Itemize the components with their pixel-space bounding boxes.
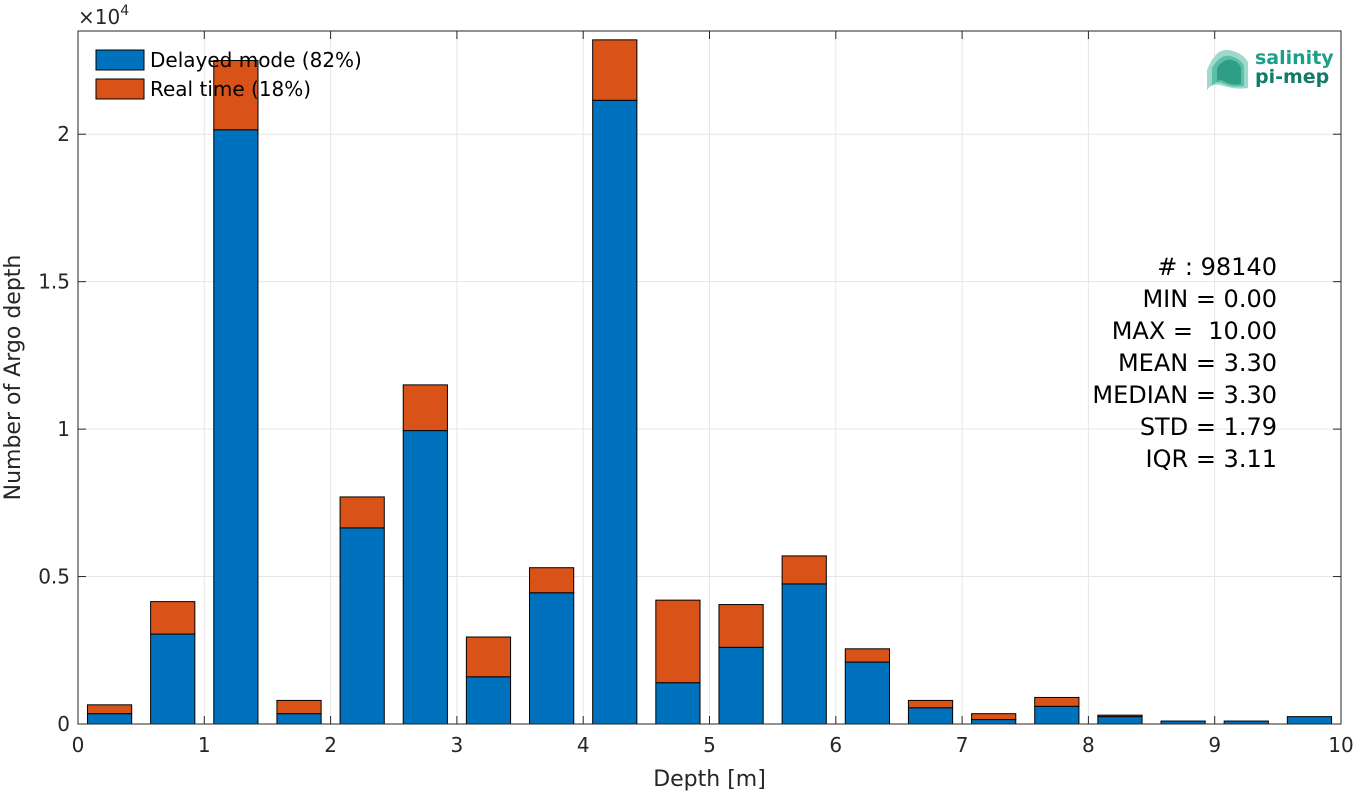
bar-delayed-mode-16 (1097, 716, 1143, 725)
legend: Delayed mode (82%) Real time (18%) (95, 48, 362, 101)
bar-delayed-mode-14 (971, 719, 1017, 725)
bar-real-time-6 (465, 636, 512, 678)
bar-real-time-2 (213, 59, 259, 131)
bar-real-time-4 (339, 496, 385, 529)
tick-labels: 0 1 2 3 4 5 6 7 8 9 10 0 0.5 1 1.5 2 (38, 122, 1354, 757)
bar-real-time-8 (592, 39, 638, 101)
exponent-power: 4 (120, 3, 129, 19)
y-tick-label: 0.5 (38, 565, 70, 589)
x-tick-label: 2 (324, 733, 337, 757)
bar-delayed-mode-4 (339, 527, 385, 725)
logo-wave-icon (1207, 49, 1248, 90)
y-axis-exponent: ×104 (78, 3, 129, 29)
bar-delayed-mode-13 (907, 707, 954, 725)
bar-delayed-mode-15 (1034, 705, 1080, 725)
bar-real-time-13 (907, 699, 954, 709)
bar-real-time-7 (529, 567, 575, 594)
y-axis-title: Number of Argo depth (1, 255, 26, 501)
bar-series (86, 39, 1333, 725)
bar-delayed-mode-6 (465, 676, 512, 725)
x-tick-label: 6 (829, 733, 842, 757)
bar-real-time-14 (971, 713, 1017, 721)
legend-label-1: Real time (18%) (150, 77, 311, 101)
bar-delayed-mode-10 (718, 646, 764, 725)
x-tick-label: 4 (577, 733, 590, 757)
bar-delayed-mode-5 (402, 430, 448, 725)
bar-delayed-mode-2 (213, 129, 259, 725)
x-tick-label: 9 (1208, 733, 1221, 757)
x-tick-label: 0 (72, 733, 85, 757)
bar-delayed-mode-0 (86, 713, 133, 725)
bar-delayed-mode-3 (276, 713, 322, 725)
bar-real-time-3 (276, 699, 322, 715)
x-tick-label: 3 (451, 733, 464, 757)
logo-text-pi-mep: pi-mep (1255, 66, 1329, 88)
exponent-base: ×10 (78, 5, 120, 29)
y-tick-label: 0 (57, 712, 70, 736)
bar-delayed-mode-19 (1286, 716, 1333, 725)
bar-delayed-mode-9 (655, 682, 701, 725)
bar-delayed-mode-11 (781, 583, 827, 725)
stats-line-0: # : 98140 (1157, 253, 1277, 281)
bar-real-time-10 (718, 604, 764, 648)
bar-real-time-5 (402, 384, 448, 432)
x-tick-label: 7 (956, 733, 969, 757)
axis-ticks (77, 31, 1342, 725)
bar-real-time-1 (150, 601, 196, 635)
x-tick-label: 5 (703, 733, 716, 757)
stats-line-1: MIN = 0.00 (1142, 285, 1277, 313)
stats-line-5: STD = 1.79 (1140, 413, 1277, 441)
stats-line-6: IQR = 3.11 (1146, 445, 1277, 473)
x-tick-label: 1 (198, 733, 211, 757)
bar-real-time-9 (655, 599, 701, 684)
y-tick-label: 2 (57, 122, 70, 146)
bar-delayed-mode-7 (529, 592, 575, 725)
bar-real-time-11 (781, 555, 827, 585)
legend-swatch-1 (95, 78, 145, 100)
y-tick-label: 1 (57, 417, 70, 441)
bar-real-time-0 (86, 704, 133, 715)
stats-line-3: MEAN = 3.30 (1118, 349, 1277, 377)
statistics-annotation: # : 98140 MIN = 0.00 MAX = 10.00 MEAN = 3.3… (1092, 253, 1277, 473)
salinity-pi-mep-logo: salinity pi-mep (1207, 47, 1334, 90)
bar-delayed-mode-1 (150, 633, 196, 725)
x-tick-label: 8 (1082, 733, 1095, 757)
x-axis-title: Depth [m] (653, 767, 766, 792)
bar-delayed-mode-8 (592, 99, 638, 725)
logo-text-salinity: salinity (1255, 47, 1334, 69)
bar-delayed-mode-12 (844, 661, 890, 725)
bar-real-time-16 (1097, 714, 1143, 718)
bar-real-time-15 (1034, 696, 1080, 707)
legend-label-0: Delayed mode (82%) (150, 48, 362, 72)
legend-swatch-0 (95, 49, 145, 71)
stats-line-4: MEDIAN = 3.30 (1092, 381, 1277, 409)
y-tick-label: 1.5 (38, 270, 70, 294)
x-tick-label: 10 (1328, 733, 1353, 757)
bar-real-time-12 (844, 648, 890, 663)
stats-line-2: MAX = 10.00 (1112, 317, 1277, 345)
